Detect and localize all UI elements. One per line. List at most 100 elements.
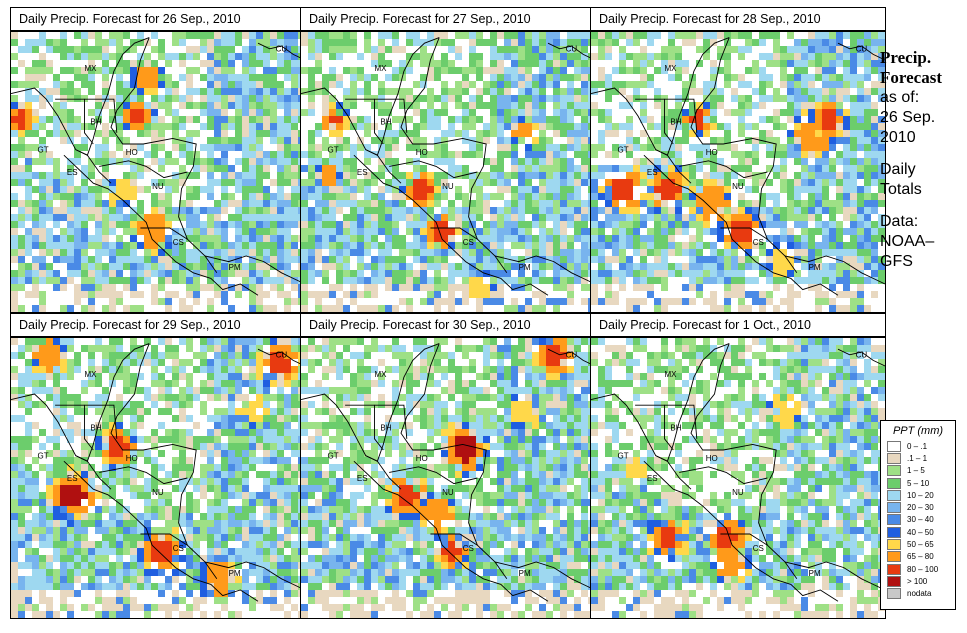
legend-title: PPT (mm) — [892, 425, 944, 437]
country-label: NU — [732, 488, 744, 497]
country-border — [655, 149, 692, 184]
country-label: CU — [856, 351, 868, 360]
map-svg: MX BH GT HO ES NU CS PM CU — [11, 32, 305, 312]
caribbean-coastline — [110, 37, 305, 285]
forecast-info: Precip. Forecast as of: 26 Sep. 2010 Dai… — [880, 48, 965, 272]
legend-swatch — [887, 477, 901, 489]
country-border — [494, 255, 508, 274]
map-svg: MX BH GT HO ES NU CS PM CU — [591, 32, 885, 312]
info-title-line1: Precip. — [880, 48, 932, 67]
cuba-coastline — [837, 348, 885, 367]
gulf-coastline — [591, 37, 730, 156]
legend-item: 30 – 40 — [881, 514, 955, 526]
map-svg: MX BH GT HO ES NU CS PM CU — [591, 338, 885, 618]
legend-swatch — [887, 465, 901, 477]
precip-map: MX BH GT HO ES NU CS PM CU — [590, 337, 886, 619]
country-label: GT — [618, 145, 629, 154]
country-label: CS — [753, 238, 764, 247]
country-border — [389, 160, 478, 179]
forecast-panel-3: Daily Precip. Forecast for 28 Sep., 2010… — [590, 7, 886, 313]
country-border — [99, 160, 188, 179]
country-border — [635, 404, 674, 451]
legend-item: 20 – 30 — [881, 501, 955, 514]
country-label: BH — [90, 117, 101, 126]
country-label: BH — [380, 423, 391, 432]
country-label: BH — [670, 117, 681, 126]
country-border — [75, 455, 112, 490]
legend-item: 5 – 10 — [881, 477, 955, 489]
country-label: ES — [67, 474, 78, 483]
legend-item: > 100 — [881, 575, 955, 587]
country-label: MX — [375, 370, 388, 379]
country-border — [679, 466, 768, 485]
gulf-coastline — [11, 37, 150, 156]
country-border — [664, 98, 698, 133]
country-label: PM — [809, 569, 821, 578]
country-border — [140, 533, 188, 546]
legend-item: 65 – 80 — [881, 551, 955, 563]
forecast-panel-5: Daily Precip. Forecast for 30 Sep., 2010… — [300, 313, 596, 619]
legend-label: .1 – 1 — [907, 453, 928, 463]
legend-label: 30 – 40 — [907, 515, 934, 525]
country-label: ES — [67, 168, 78, 177]
legend-label: 50 – 65 — [907, 540, 934, 550]
country-label: NU — [152, 488, 164, 497]
country-label: MX — [375, 64, 388, 73]
country-border — [430, 227, 478, 240]
legend-label: 10 – 20 — [907, 490, 934, 500]
country-label: NU — [442, 182, 454, 191]
country-label: PM — [809, 263, 821, 272]
caribbean-coastline — [690, 343, 885, 591]
country-label: CS — [463, 238, 474, 247]
caribbean-coastline — [110, 343, 305, 591]
gulf-coastline — [301, 37, 440, 156]
legend-item: 40 – 50 — [881, 526, 955, 538]
country-label: CS — [173, 544, 184, 553]
country-border — [784, 561, 798, 580]
country-border — [55, 98, 94, 145]
country-border — [99, 466, 188, 485]
cuba-coastline — [257, 42, 305, 61]
country-border — [679, 160, 768, 179]
forecast-panel-2: Daily Precip. Forecast for 27 Sep., 2010… — [300, 7, 596, 313]
country-label: CS — [463, 544, 474, 553]
country-border — [345, 98, 384, 145]
info-totals: Totals — [880, 181, 922, 198]
country-label: PM — [229, 569, 241, 578]
country-label: GT — [328, 451, 339, 460]
caribbean-coastline — [400, 37, 595, 285]
pacific-coastline — [353, 460, 549, 602]
country-border — [84, 404, 118, 439]
legend-label: 1 – 5 — [907, 466, 925, 476]
pacific-coastline — [63, 154, 259, 296]
country-border — [720, 533, 768, 546]
country-border — [494, 561, 508, 580]
legend-swatch — [887, 502, 901, 514]
precip-map: MX BH GT HO ES NU CS PM CU — [300, 31, 596, 313]
country-label: HO — [706, 454, 718, 463]
legend-swatch — [887, 539, 901, 551]
country-label: PM — [229, 263, 241, 272]
precip-raster — [11, 338, 305, 618]
pacific-coastline — [63, 460, 259, 602]
country-label: HO — [416, 148, 428, 157]
legend-swatch — [887, 489, 901, 501]
country-border — [75, 149, 112, 184]
cuba-coastline — [547, 348, 595, 367]
info-data-label: Data: — [880, 213, 919, 230]
info-year: 2010 — [880, 129, 916, 146]
info-asof-label: as of: — [880, 89, 920, 106]
country-label: PM — [519, 569, 531, 578]
cuba-coastline — [837, 42, 885, 61]
country-label: MX — [85, 370, 98, 379]
forecast-panel-4: Daily Precip. Forecast for 29 Sep., 2010… — [10, 313, 306, 619]
info-title-line2: Forecast — [880, 68, 942, 87]
precip-map: MX BH GT HO ES NU CS PM CU — [300, 337, 596, 619]
legend-label: 40 – 50 — [907, 527, 934, 537]
caribbean-coastline — [400, 343, 595, 591]
legend-swatch — [887, 440, 901, 452]
precip-raster — [11, 32, 305, 312]
country-label: HO — [126, 148, 138, 157]
country-border — [389, 466, 478, 485]
info-source-1: NOAA– — [880, 233, 935, 250]
